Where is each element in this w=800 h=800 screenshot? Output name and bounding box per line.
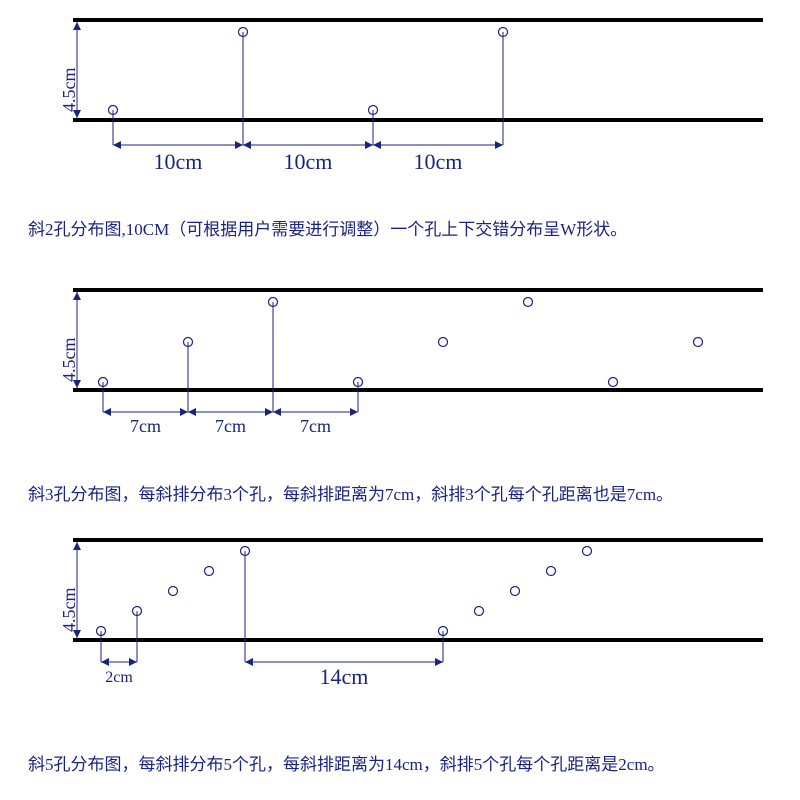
svg-text:2cm: 2cm <box>105 669 133 686</box>
height-label-3: 4.5cm <box>59 588 80 633</box>
svg-text:7cm: 7cm <box>300 416 331 436</box>
svg-text:10cm: 10cm <box>154 149 203 174</box>
height-label-1: 4.5cm <box>59 68 80 113</box>
caption-3: 斜5孔分布图，每斜排分布5个孔，每斜排距离为14cm，斜排5个孔每个孔距离是2c… <box>28 750 665 775</box>
svg-text:7cm: 7cm <box>130 416 161 436</box>
svg-text:10cm: 10cm <box>284 149 333 174</box>
height-label-2: 4.5cm <box>59 338 80 383</box>
caption-2: 斜3孔分布图，每斜排分布3个孔，每斜排距离为7cm，斜排3个孔每个孔距离也是7c… <box>28 480 673 505</box>
svg-text:7cm: 7cm <box>215 416 246 436</box>
diagram-2: 7cm 7cm 7cm 4.5cm <box>33 280 763 442</box>
diagram-1: 10cm 10cm 10cm 4.5cm <box>33 10 763 175</box>
diagram-3-svg: 2cm 14cm <box>33 530 763 692</box>
caption-1: 斜2孔分布图,10CM（可根据用户需要进行调整）一个孔上下交错分布呈W形状。 <box>28 215 627 240</box>
diagram-2-svg: 7cm 7cm 7cm <box>33 280 763 442</box>
svg-text:14cm: 14cm <box>320 664 369 689</box>
svg-text:10cm: 10cm <box>414 149 463 174</box>
diagram-1-svg: 10cm 10cm 10cm <box>33 10 763 175</box>
diagram-3: 2cm 14cm 4.5cm <box>33 530 763 692</box>
